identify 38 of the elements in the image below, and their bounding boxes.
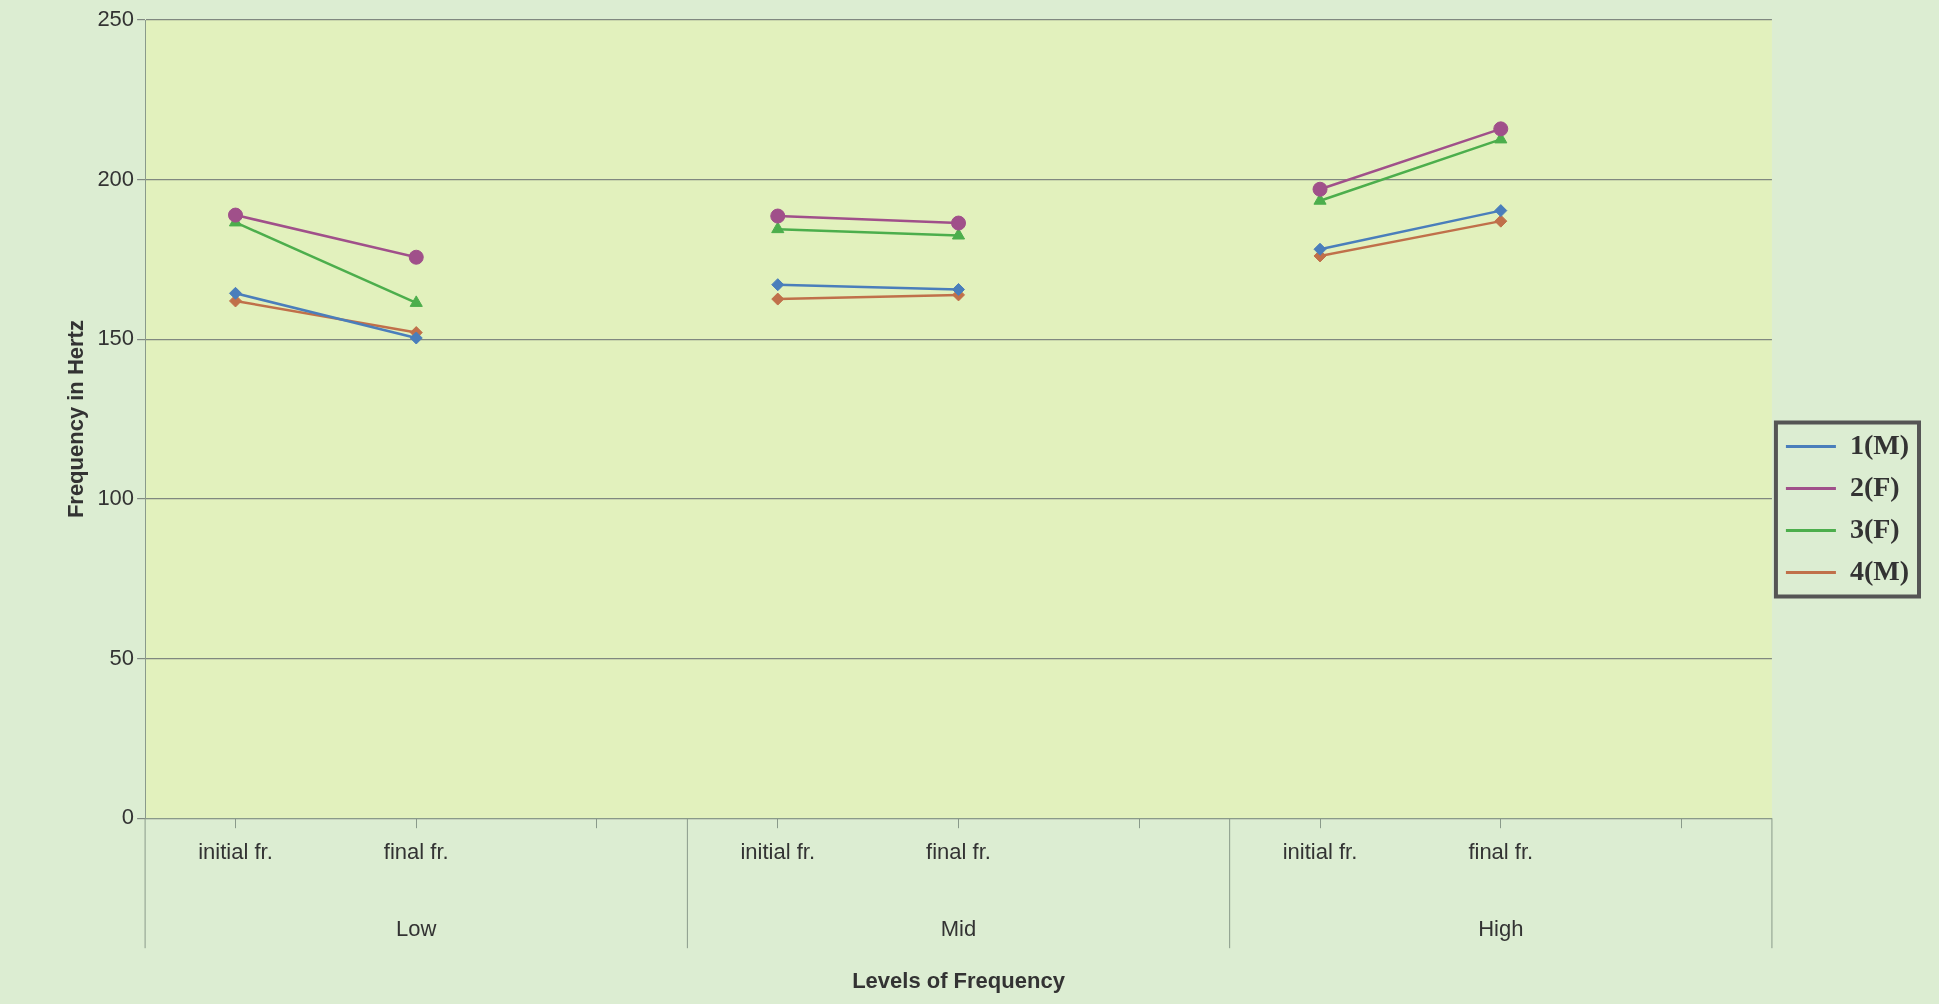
point [408, 249, 424, 265]
x-tick-label: final fr. [383, 839, 449, 865]
x-tick-label: initial fr. [198, 839, 273, 865]
point [409, 331, 423, 345]
point [951, 215, 967, 231]
legend-label: 4(M) [1849, 554, 1909, 586]
x-tick-label: final fr. [1468, 839, 1534, 865]
point [951, 228, 966, 240]
legend-label: 1(M) [1849, 428, 1909, 460]
point [1313, 242, 1327, 256]
x-tick-label: initial fr. [740, 839, 816, 865]
text: Mid [940, 916, 977, 942]
y-tick-label: 0 [121, 804, 135, 830]
point [770, 208, 786, 224]
text: High [1478, 916, 1524, 942]
y-tick-label: 200 [97, 165, 135, 191]
point [771, 221, 785, 234]
text: Low [396, 916, 437, 942]
point [771, 278, 785, 292]
point [409, 295, 423, 307]
x-tick-label: initial fr. [1282, 839, 1358, 865]
legend-label: 3(F) [1849, 512, 1900, 544]
y-tick-label: 250 [97, 6, 135, 32]
point [227, 207, 243, 223]
point [1493, 121, 1509, 137]
point [228, 286, 242, 300]
point [952, 282, 966, 296]
point [771, 292, 785, 306]
y-axis-title: Frequency in Hertz [63, 320, 89, 519]
point [1312, 181, 1328, 197]
point [1494, 204, 1508, 218]
y-tick-label: 50 [109, 644, 135, 670]
y-tick-label: 100 [97, 484, 135, 510]
point [1494, 214, 1508, 228]
x-axis-title: Levels of Frequency [852, 967, 1066, 993]
legend-label: 2(F) [1849, 470, 1900, 502]
y-tick-label: 150 [97, 325, 135, 351]
x-tick-label: final fr. [926, 839, 991, 865]
